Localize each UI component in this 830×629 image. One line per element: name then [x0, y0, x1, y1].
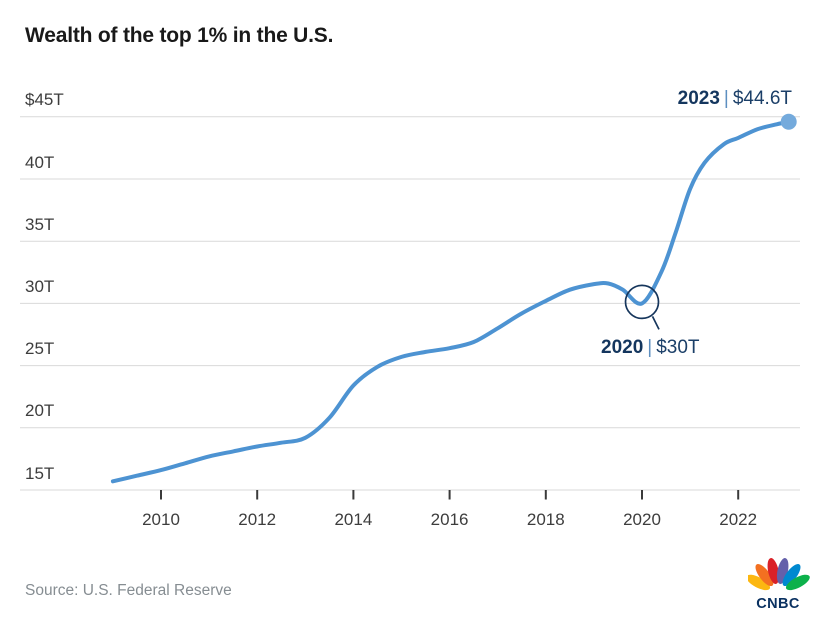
- wealth-line: [110, 119, 791, 484]
- cnbc-logo: CNBC: [748, 558, 810, 612]
- cnbc-feather-yellow: [748, 574, 771, 591]
- endpoint-marker-2023: [780, 113, 797, 130]
- y-tick-label-20t: 20T: [25, 401, 55, 421]
- cnbc-wordmark: CNBC: [756, 596, 800, 612]
- annotation-separator: |: [647, 337, 653, 358]
- x-tick-label-2022: 2022: [719, 510, 758, 529]
- annotation-year: 2020: [601, 337, 644, 358]
- wealth-line-series: [110, 119, 791, 484]
- y-tick-label-40t: 40T: [25, 152, 55, 172]
- x-axis-ticks: [160, 490, 740, 500]
- gridlines: [20, 116, 800, 491]
- x-tick-label-2012: 2012: [238, 510, 277, 529]
- source-note: Source: U.S. Federal Reserve: [25, 582, 232, 599]
- annotation-2020: 2020 | $30T: [601, 337, 700, 359]
- annotation-connector: [651, 316, 660, 330]
- annotation-separator: |: [723, 88, 729, 109]
- cnbc-peacock-icon: [748, 558, 810, 591]
- cnbc-feather-red: [767, 558, 780, 584]
- cnbc-feather-green: [785, 574, 810, 591]
- annotation-markers: [624, 113, 797, 330]
- x-tick-label-2016: 2016: [430, 510, 469, 529]
- dip-highlight-circle: [624, 284, 660, 320]
- x-tick-label-2018: 2018: [526, 510, 565, 529]
- x-tick-label-2010: 2010: [142, 510, 180, 529]
- y-tick-label-30t: 30T: [25, 276, 55, 296]
- annotation-value: $30T: [656, 337, 700, 358]
- annotation-value: $44.6T: [732, 88, 792, 109]
- x-tick-label-2020: 2020: [623, 510, 661, 529]
- cnbc-feather-blue: [782, 564, 801, 587]
- cnbc-feather-orange: [755, 564, 774, 587]
- chart-title: Wealth of the top 1% in the U.S.: [25, 24, 334, 47]
- annotation-year: 2023: [677, 88, 720, 109]
- y-tick-label-15t: 15T: [25, 463, 55, 483]
- y-tick-label-25t: 25T: [25, 339, 55, 359]
- x-tick-label-2014: 2014: [334, 510, 373, 529]
- annotation-2023: 2023 | $44.6T: [500, 88, 792, 110]
- y-tick-label-45t: $45T: [25, 90, 64, 110]
- y-tick-label-35t: 35T: [25, 214, 55, 234]
